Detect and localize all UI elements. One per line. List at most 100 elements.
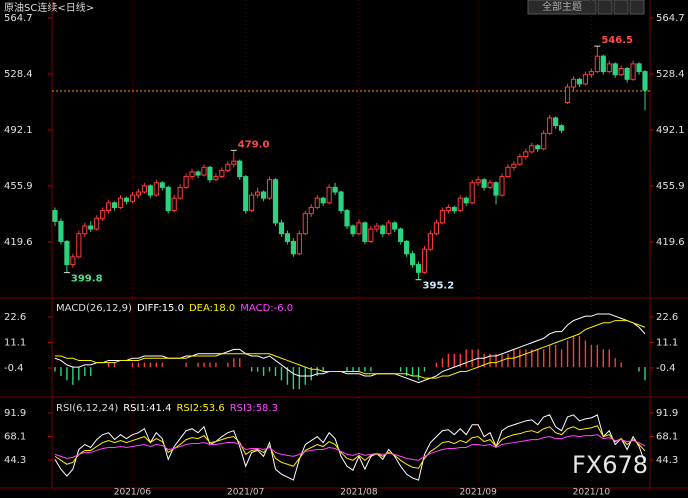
candle-body — [642, 71, 648, 91]
candle-body — [266, 179, 273, 199]
y-tick-label-right: -0.4 — [656, 363, 676, 374]
extreme-label: 399.8 — [71, 274, 103, 285]
candle-body — [111, 202, 118, 208]
y-tick-label-right: 68.1 — [656, 432, 678, 443]
candle-body — [493, 182, 499, 196]
candle-body — [249, 194, 255, 212]
candle-body — [243, 176, 249, 212]
x-tick-label: 2021/10 — [573, 488, 611, 498]
candle-body — [219, 169, 225, 178]
candle-body — [380, 225, 386, 235]
indicator-line — [54, 313, 646, 384]
candle-body — [374, 225, 380, 230]
legend-entry: DIFF:15.0 — [137, 303, 184, 314]
candle-body — [409, 253, 416, 266]
icon-button[interactable] — [597, 0, 613, 15]
candle-body — [553, 117, 559, 127]
candle-body — [445, 206, 451, 212]
extreme-label: 546.5 — [601, 35, 633, 46]
legend-entry: MACD:-6.0 — [240, 303, 293, 314]
candle-body — [511, 163, 517, 168]
candle-body — [225, 163, 231, 171]
candle-body — [88, 225, 94, 230]
candle-body — [64, 240, 70, 266]
candle-body — [159, 182, 165, 188]
theme-button-label[interactable]: 全部主题 — [542, 0, 582, 13]
candle-body — [392, 222, 398, 230]
candle-body — [505, 166, 511, 178]
y-tick-label: 11.1 — [4, 338, 26, 349]
y-tick-label-right: 22.6 — [656, 312, 678, 323]
candle-body — [183, 176, 189, 188]
candle-body — [487, 182, 493, 188]
candle-body — [451, 206, 457, 212]
y-tick-label-right: 419.6 — [656, 237, 685, 248]
candle-body — [278, 222, 285, 235]
chart-title: 原油SC连续<日线> — [4, 1, 94, 14]
candle-body — [82, 225, 88, 235]
candle-body — [600, 55, 606, 73]
candle-body — [213, 176, 219, 181]
watermark: FX678 — [572, 451, 648, 479]
candle-body — [362, 222, 368, 242]
candle-body — [141, 185, 147, 193]
legend-entry: DEA:18.0 — [189, 303, 235, 314]
legend-entry: MACD(26,12,9) — [56, 303, 132, 314]
candle-body — [588, 71, 594, 76]
x-tick-label: 2021/06 — [114, 488, 152, 498]
indicator-line — [54, 414, 646, 481]
y-tick-label-right: 44.3 — [656, 455, 678, 466]
y-tick-label: 419.6 — [4, 237, 33, 248]
x-tick-label: 2021/07 — [227, 488, 264, 498]
candle-body — [189, 171, 195, 178]
y-tick-label-right: 492.1 — [656, 125, 685, 136]
candle-body — [272, 179, 279, 224]
candle-body — [630, 63, 636, 80]
icon-button[interactable] — [613, 0, 629, 15]
candle-body — [368, 228, 374, 242]
y-tick-label: 564.7 — [4, 13, 33, 24]
y-tick-label-right: 455.9 — [656, 181, 685, 192]
candle-body — [177, 186, 183, 199]
y-tick-label: 455.9 — [4, 181, 33, 192]
candle-body — [338, 191, 344, 212]
candle-body — [475, 179, 481, 184]
candle-body — [356, 222, 362, 235]
candle-body — [386, 222, 392, 235]
y-tick-label-right: 564.7 — [656, 13, 685, 24]
candle-body — [70, 256, 76, 266]
y-tick-label: 528.4 — [4, 69, 33, 80]
y-tick-label: 91.9 — [4, 408, 26, 419]
candle-body — [129, 194, 136, 202]
y-tick-label-right: 528.4 — [656, 69, 685, 80]
candle-body — [558, 125, 565, 131]
theme-button[interactable] — [527, 0, 597, 15]
candle-body — [612, 63, 618, 76]
candle-body — [201, 166, 207, 176]
candle-body — [439, 210, 445, 224]
legend-entry: RSI(6,12,24) — [56, 403, 118, 414]
candle-body — [594, 55, 600, 73]
y-tick-label: 68.1 — [4, 432, 26, 443]
candle-body — [517, 156, 523, 165]
candle-body — [570, 78, 577, 88]
candle-body — [117, 197, 124, 208]
icon-button[interactable] — [629, 0, 645, 15]
extreme-label: 395.2 — [423, 281, 455, 292]
candle-body — [618, 68, 624, 76]
candle-body — [344, 210, 350, 227]
candle-body — [541, 132, 547, 150]
candle-body — [332, 186, 338, 193]
candle-body — [135, 191, 142, 196]
candle-body — [499, 176, 505, 196]
candle-body — [76, 233, 82, 258]
candle-body — [415, 264, 422, 273]
candle-body — [52, 210, 58, 222]
candle-body — [302, 213, 308, 235]
candle-body — [457, 197, 463, 212]
candle-body — [606, 63, 612, 73]
candle-body — [314, 197, 320, 208]
candle-body — [153, 182, 159, 196]
candle-body — [350, 225, 356, 235]
